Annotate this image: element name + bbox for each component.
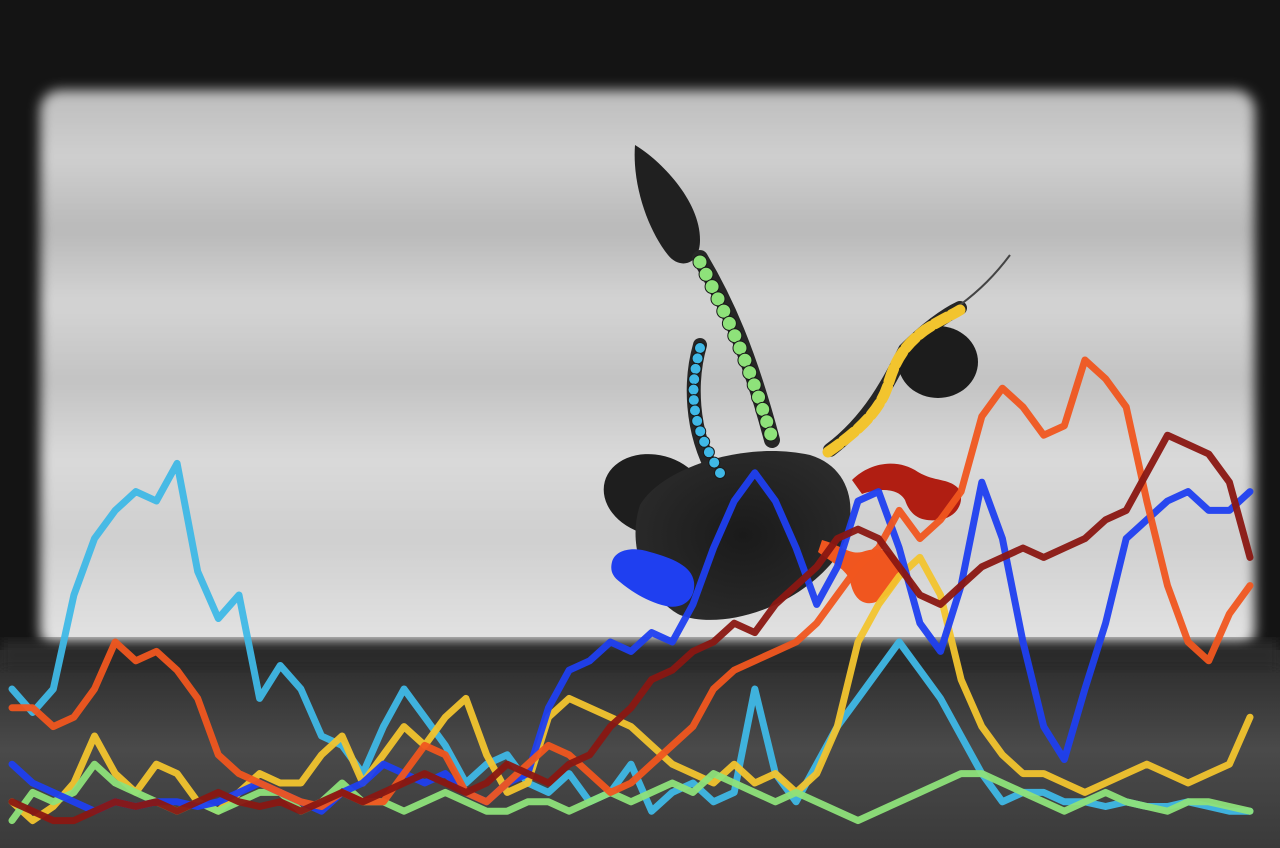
left-fin-dot bbox=[714, 467, 726, 479]
left-fin-dot bbox=[691, 352, 704, 365]
upper-right-limb-marker bbox=[852, 463, 962, 521]
trace-overlay bbox=[8, 356, 1254, 825]
trace-line bbox=[8, 469, 1254, 815]
left-fin-dot bbox=[702, 446, 715, 459]
left-fin-dot bbox=[694, 425, 707, 438]
tracking-markers bbox=[611, 254, 966, 607]
left-fin-dot bbox=[691, 414, 704, 427]
left-fin-dot bbox=[689, 404, 701, 417]
left-fin-dot bbox=[688, 373, 701, 386]
tail-fin bbox=[634, 145, 700, 264]
trace-line bbox=[8, 760, 1254, 825]
tail-dot bbox=[763, 426, 779, 442]
right-paddle bbox=[898, 326, 978, 398]
tail-dot bbox=[692, 254, 708, 270]
left-fin-dot bbox=[687, 383, 700, 396]
left-fin-dot bbox=[689, 362, 702, 375]
trace-line bbox=[8, 356, 1254, 810]
tail-dot bbox=[704, 279, 720, 295]
tail-dot bbox=[698, 266, 714, 282]
left-fin-dot bbox=[687, 394, 700, 407]
left-fin-dot bbox=[708, 456, 721, 469]
left-fin-marker bbox=[687, 342, 726, 479]
tail-dot bbox=[716, 303, 732, 319]
left-fin-dot bbox=[694, 342, 706, 354]
right-fin-marker bbox=[822, 304, 966, 458]
whisker bbox=[959, 254, 1011, 306]
tail-dot bbox=[721, 315, 737, 331]
tail-dot bbox=[710, 291, 726, 307]
trace-line bbox=[8, 431, 1254, 825]
trace-line bbox=[8, 459, 1254, 815]
left-fin-dot bbox=[698, 435, 711, 448]
tail-marker bbox=[692, 254, 779, 442]
lower-left-limb-marker bbox=[611, 549, 695, 607]
